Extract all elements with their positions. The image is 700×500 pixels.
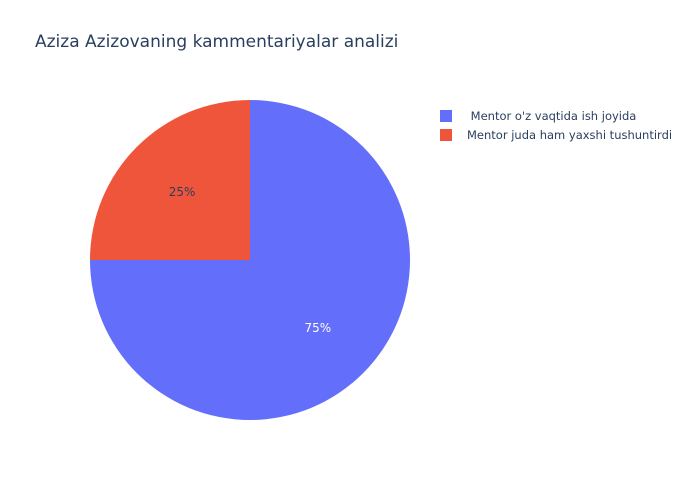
- slice-percent-label: 25%: [169, 185, 196, 199]
- legend-item[interactable]: Mentor juda ham yaxshi tushuntirdi: [440, 125, 672, 144]
- legend-swatch-1: [440, 128, 452, 141]
- legend-item[interactable]: Mentor o'z vaqtida ish joyida: [440, 106, 672, 125]
- legend-swatch-0: [440, 109, 452, 122]
- legend-label: Mentor juda ham yaxshi tushuntirdi: [467, 127, 673, 142]
- pie-slice[interactable]: [90, 100, 250, 260]
- legend: Mentor o'z vaqtida ish joyida Mentor jud…: [440, 106, 672, 144]
- chart-title: Aziza Azizovaning kammentariyalar analiz…: [35, 32, 399, 52]
- legend-label: Mentor o'z vaqtida ish joyida: [467, 108, 637, 123]
- slice-percent-label: 75%: [305, 321, 332, 335]
